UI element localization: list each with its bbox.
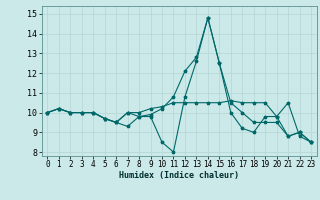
X-axis label: Humidex (Indice chaleur): Humidex (Indice chaleur) bbox=[119, 171, 239, 180]
